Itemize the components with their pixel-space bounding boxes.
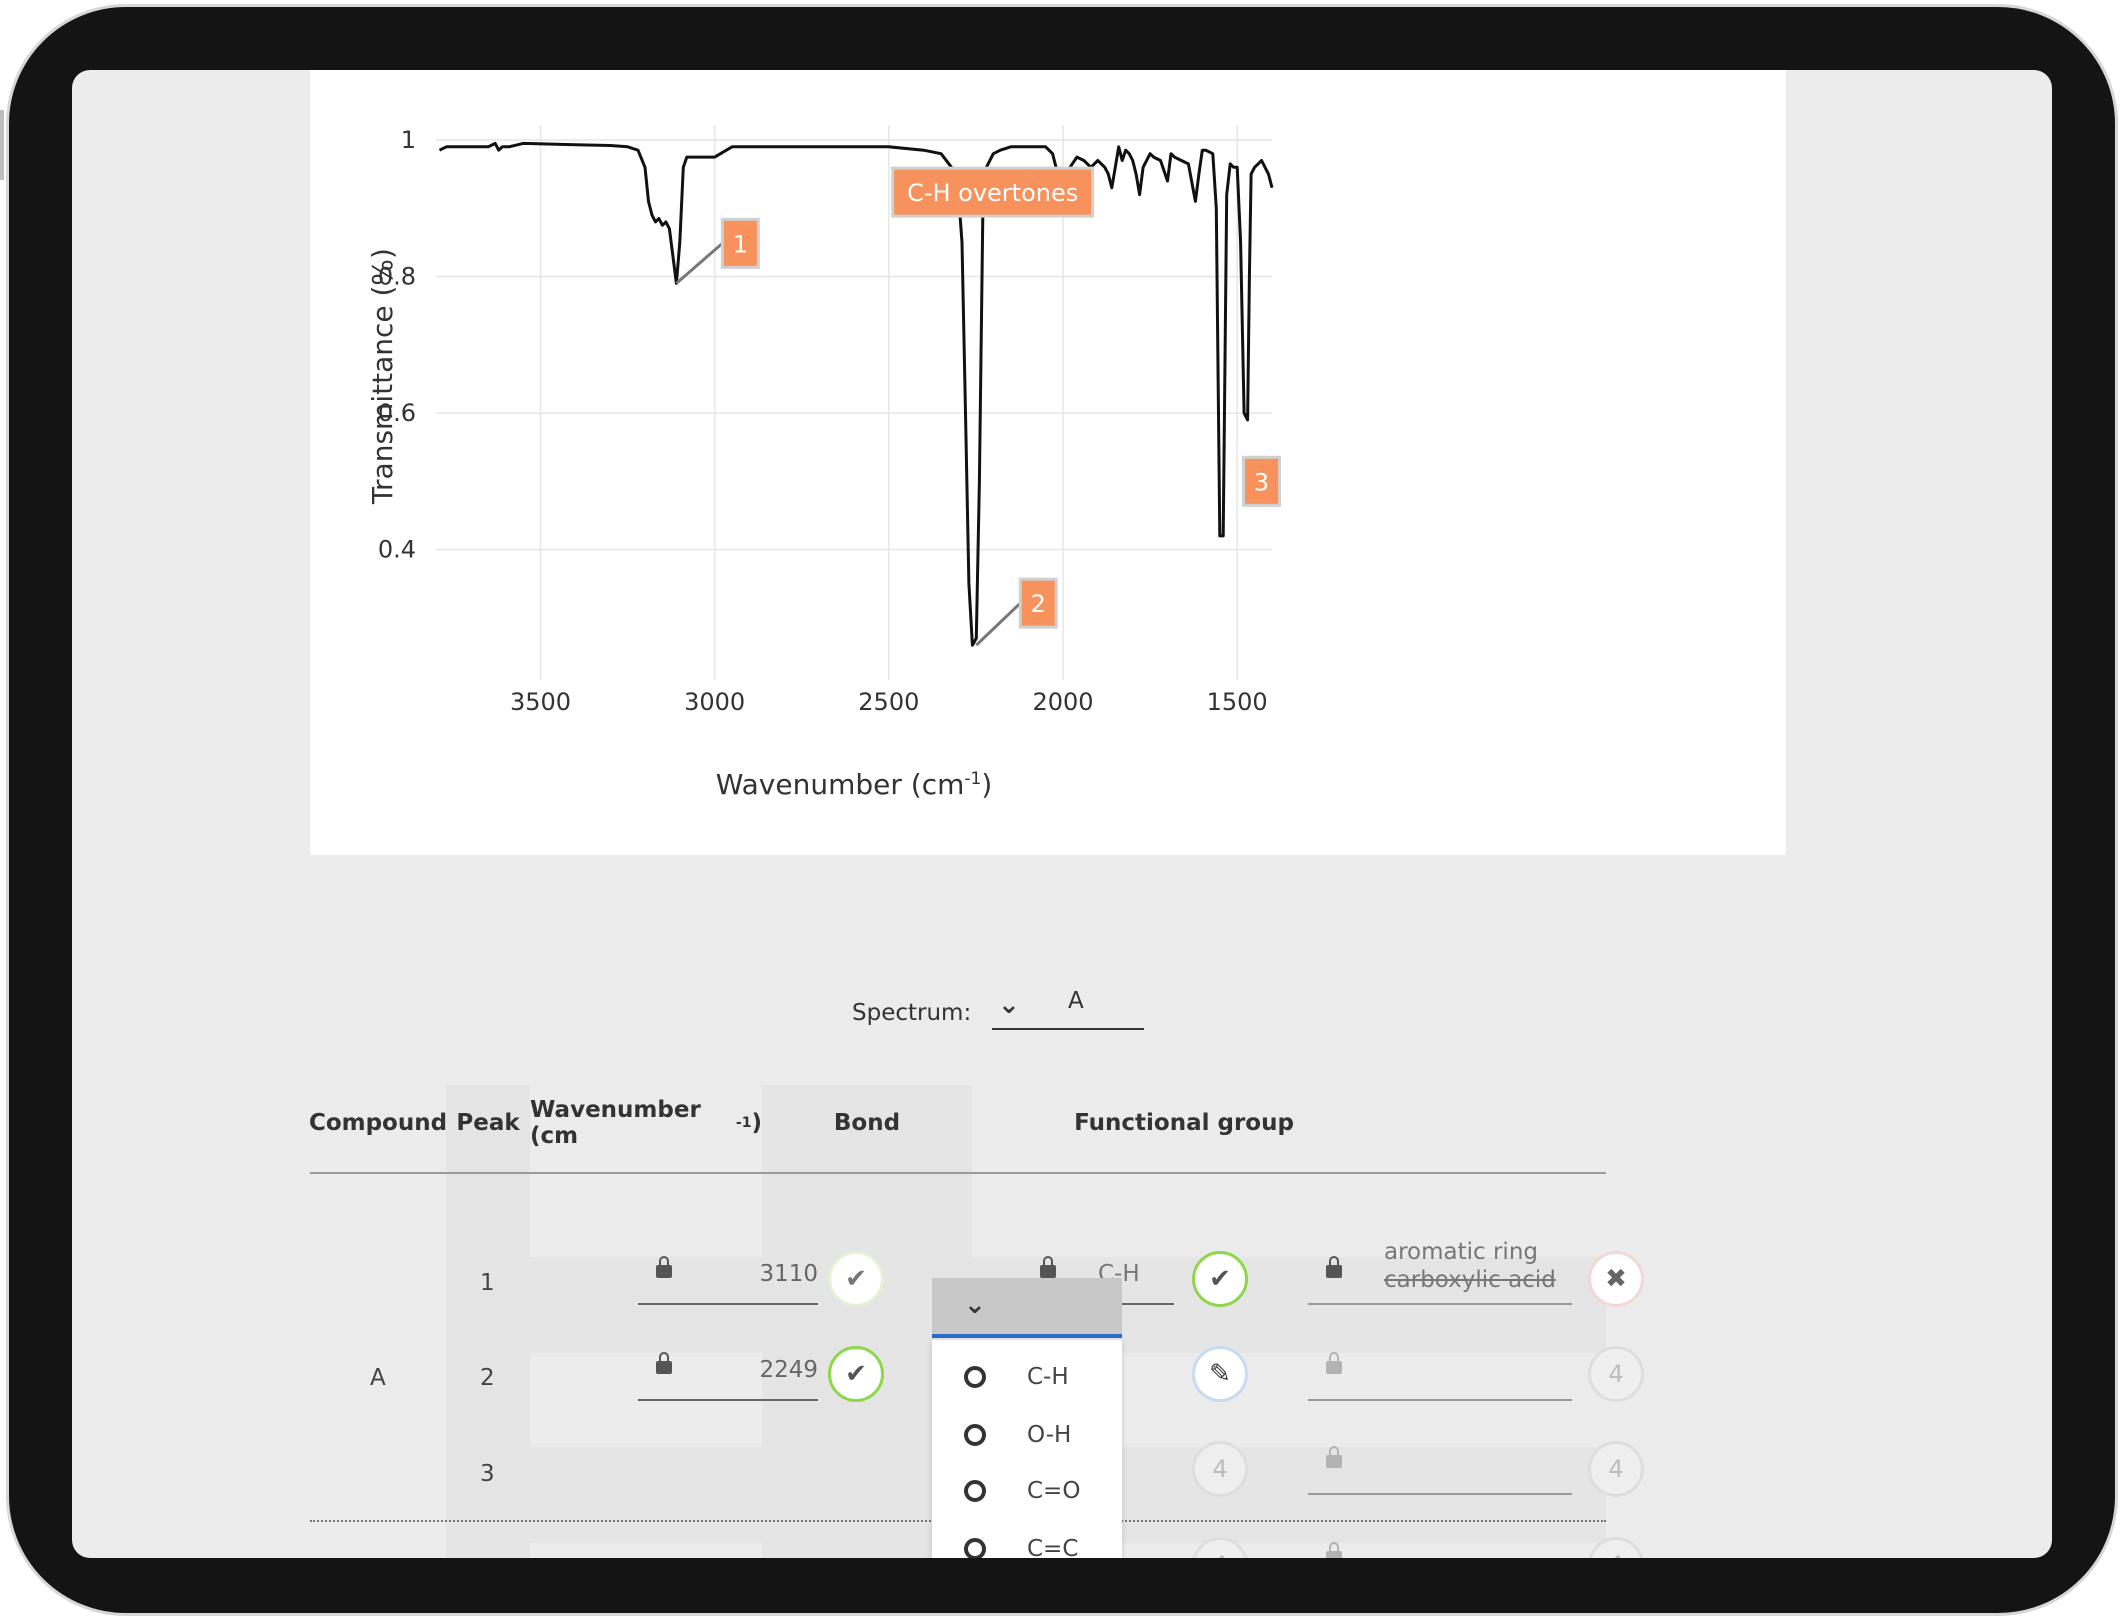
row-2-fg-field[interactable] — [1308, 1343, 1572, 1401]
x-tick-label: 2000 — [1032, 688, 1093, 716]
annotation-arrow — [975, 602, 1022, 647]
pencil-icon[interactable]: ✎ — [1192, 1346, 1248, 1402]
row-4-band-wavenumber — [530, 1447, 762, 1543]
header-wavenumber-text: Wavenumber (cm — [530, 1097, 701, 1149]
header-wavenumber-end: ) — [751, 1110, 762, 1136]
spectrum-select[interactable]: ⌄ A — [992, 986, 1144, 1030]
bond-option-ch[interactable]: C-H — [932, 1356, 1122, 1406]
bond-option-label: C=C — [1027, 1536, 1079, 1558]
row-2-fg-status: 4 — [1588, 1346, 1644, 1402]
y-tick-label: 0.4 — [378, 536, 416, 564]
peak-column-bg — [446, 1085, 530, 1558]
row-3-peak: 3 — [480, 1461, 495, 1487]
x-tick-label: 3000 — [684, 688, 745, 716]
bond-option-co[interactable]: C=O — [932, 1470, 1122, 1520]
close-icon: ✖ — [1588, 1251, 1644, 1307]
lock-icon — [656, 1256, 672, 1278]
spectrum-control-row: Spectrum: ⌄ A — [72, 980, 2052, 1040]
annotation-box — [1242, 455, 1282, 507]
header-wavenumber: Wavenumber (cm -1) — [530, 1085, 762, 1161]
row-1-wavenumber-field: 3110 — [638, 1247, 818, 1305]
row-2-peak: 2 — [480, 1365, 495, 1391]
radio-icon — [964, 1366, 986, 1388]
spectrum-line — [438, 141, 1274, 647]
row-2-bond-select[interactable]: ⌄ — [932, 1278, 1122, 1338]
annotation-label: C-H overtones — [907, 179, 1078, 207]
row-4-peak: 1 — [480, 1557, 495, 1558]
row-1-wavenumber-value: 3110 — [759, 1261, 818, 1287]
lock-icon — [656, 1352, 672, 1374]
y-tick-label: 0.8 — [378, 263, 416, 291]
bond-option-oh[interactable]: O-H — [932, 1414, 1122, 1464]
spectrum-select-value: A — [1068, 988, 1084, 1014]
y-axis-title: Transmittance (%) — [366, 248, 399, 505]
radio-icon — [964, 1480, 986, 1502]
x-tick-label: 2500 — [858, 688, 919, 716]
spectrum-chart-card: 3500 3000 2500 2000 1500 1 0.8 0.6 0.4 Wavenumber… — [310, 70, 1786, 855]
y-tick-label: 1 — [401, 126, 416, 154]
screen: 3500 3000 2500 2000 1500 1 0.8 0.6 0.4 Wavenumber… — [72, 70, 2052, 1558]
header-functional-group: Functional group — [1074, 1110, 1294, 1136]
header-peak: Peak — [456, 1110, 520, 1136]
annotation-label: 2 — [1031, 590, 1046, 618]
row-3-bond-status: 4 — [1192, 1441, 1248, 1497]
chevron-down-icon: ⌄ — [998, 990, 1020, 1020]
y-tick-label: 0.6 — [378, 399, 416, 427]
row-1-peak: 1 — [480, 1270, 495, 1296]
bond-option-label: C-H — [1027, 1364, 1069, 1390]
radio-icon — [964, 1538, 986, 1558]
row-1-fg-field: aromatic ring carboxylic acid — [1308, 1239, 1572, 1305]
annotation-box — [891, 166, 1095, 218]
row-2-wavenumber-field: 2249 — [638, 1343, 818, 1401]
spectrum-label: Spectrum: — [852, 1000, 972, 1026]
row-1-fg-line1: aromatic ring — [1384, 1239, 1539, 1265]
x-tick-label: 3500 — [510, 688, 571, 716]
annotation-label: 1 — [733, 230, 748, 258]
lock-icon — [1326, 1542, 1342, 1558]
bond-option-label: O-H — [1027, 1422, 1072, 1448]
compound-a-label: A — [370, 1365, 386, 1391]
chevron-down-icon: ⌄ — [964, 1290, 986, 1320]
bond-options-list: C-H O-H C=O C=C — [932, 1340, 1122, 1558]
header-bond: Bond — [833, 1110, 901, 1136]
header-wavenumber-sup: -1 — [735, 1115, 752, 1131]
annotation-box — [1018, 577, 1058, 629]
header-compound: Compound — [308, 1110, 448, 1136]
annotation-label: 3 — [1254, 468, 1269, 496]
row-3-fg-field[interactable] — [1308, 1437, 1572, 1495]
bond-option-cc[interactable]: C=C — [932, 1528, 1122, 1558]
lock-icon — [1326, 1352, 1342, 1374]
header-divider — [310, 1172, 1606, 1174]
lock-icon — [1040, 1256, 1056, 1278]
radio-icon — [964, 1424, 986, 1446]
spectrum-chart: 3500 3000 2500 2000 1500 1 0.8 0.6 0.4 Wavenumber… — [366, 125, 1282, 801]
row-2-wavenumber-value: 2249 — [759, 1357, 818, 1383]
check-icon: ✔ — [1192, 1251, 1248, 1307]
lock-icon — [1326, 1256, 1342, 1278]
row-2-band-wavenumber — [530, 1257, 762, 1353]
lock-icon — [1326, 1446, 1342, 1468]
x-axis-title: Wavenumber (cm-1) — [716, 768, 993, 801]
check-icon: ✔ — [828, 1251, 884, 1307]
peak-assignment-table: Compound Peak Wavenumber (cm -1) Bond Fun… — [308, 1085, 1644, 1558]
row-3-fg-status: 4 — [1588, 1441, 1644, 1497]
x-tick-label: 1500 — [1207, 688, 1268, 716]
side-button — [0, 110, 4, 180]
row-4-fg-field[interactable] — [1308, 1533, 1572, 1558]
annotation-box — [720, 217, 760, 269]
check-icon: ✔ — [828, 1346, 884, 1402]
bond-option-label: C=O — [1027, 1478, 1081, 1504]
row-1-fg-line2: carboxylic acid — [1384, 1267, 1556, 1293]
annotation-arrow — [675, 242, 724, 285]
